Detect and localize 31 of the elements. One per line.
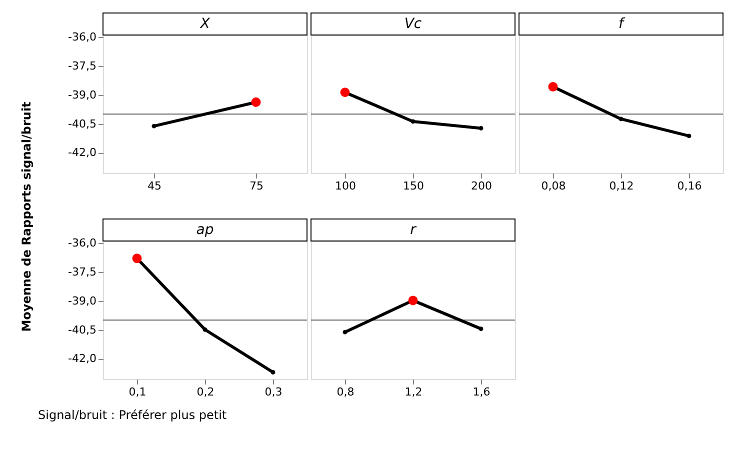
chart-title: X [199, 16, 210, 32]
chart-title: r [410, 222, 418, 238]
x-tick-label: 0,1 [128, 386, 146, 398]
y-tick-label: -42,0 [68, 352, 96, 366]
y-tick-label: -39,0 [68, 294, 96, 308]
y-tick-label: -37,5 [68, 265, 96, 278]
x-tick-label: 1,2 [404, 386, 422, 398]
x-tick-label: 0,3 [264, 386, 282, 398]
y-tick-label: -40,5 [68, 117, 96, 130]
y-tick-label: -40,5 [68, 323, 96, 336]
x-tick-label: 0,8 [336, 386, 354, 398]
x-tick-label: 0,2 [196, 386, 214, 398]
x-tick-label: 0,12 [609, 180, 634, 192]
x-tick-label: 0,08 [541, 180, 566, 192]
chart-title: Vc [404, 16, 422, 32]
x-tick-label: 45 [148, 180, 162, 192]
y-tick-label: -37,5 [68, 59, 96, 72]
y-tick-label: -36,0 [68, 236, 96, 250]
chart-title: f [618, 16, 626, 32]
x-tick-label: 1,6 [472, 386, 490, 398]
x-tick-label: 0,16 [677, 180, 702, 192]
x-tick-label: 200 [471, 180, 492, 192]
y-axis-title: Moyenne de Rapports signal/bruit [20, 101, 34, 332]
chart-title: ap [196, 222, 214, 238]
x-tick-label: 100 [335, 180, 356, 192]
x-tick-label: 150 [403, 180, 424, 192]
y-tick-label: -39,0 [68, 88, 96, 102]
text: Signal/bruit : Préférer plus petit [38, 408, 227, 422]
x-tick-label: 75 [250, 180, 264, 192]
y-tick-label: -42,0 [68, 146, 96, 160]
y-tick-label: -36,0 [68, 30, 96, 44]
